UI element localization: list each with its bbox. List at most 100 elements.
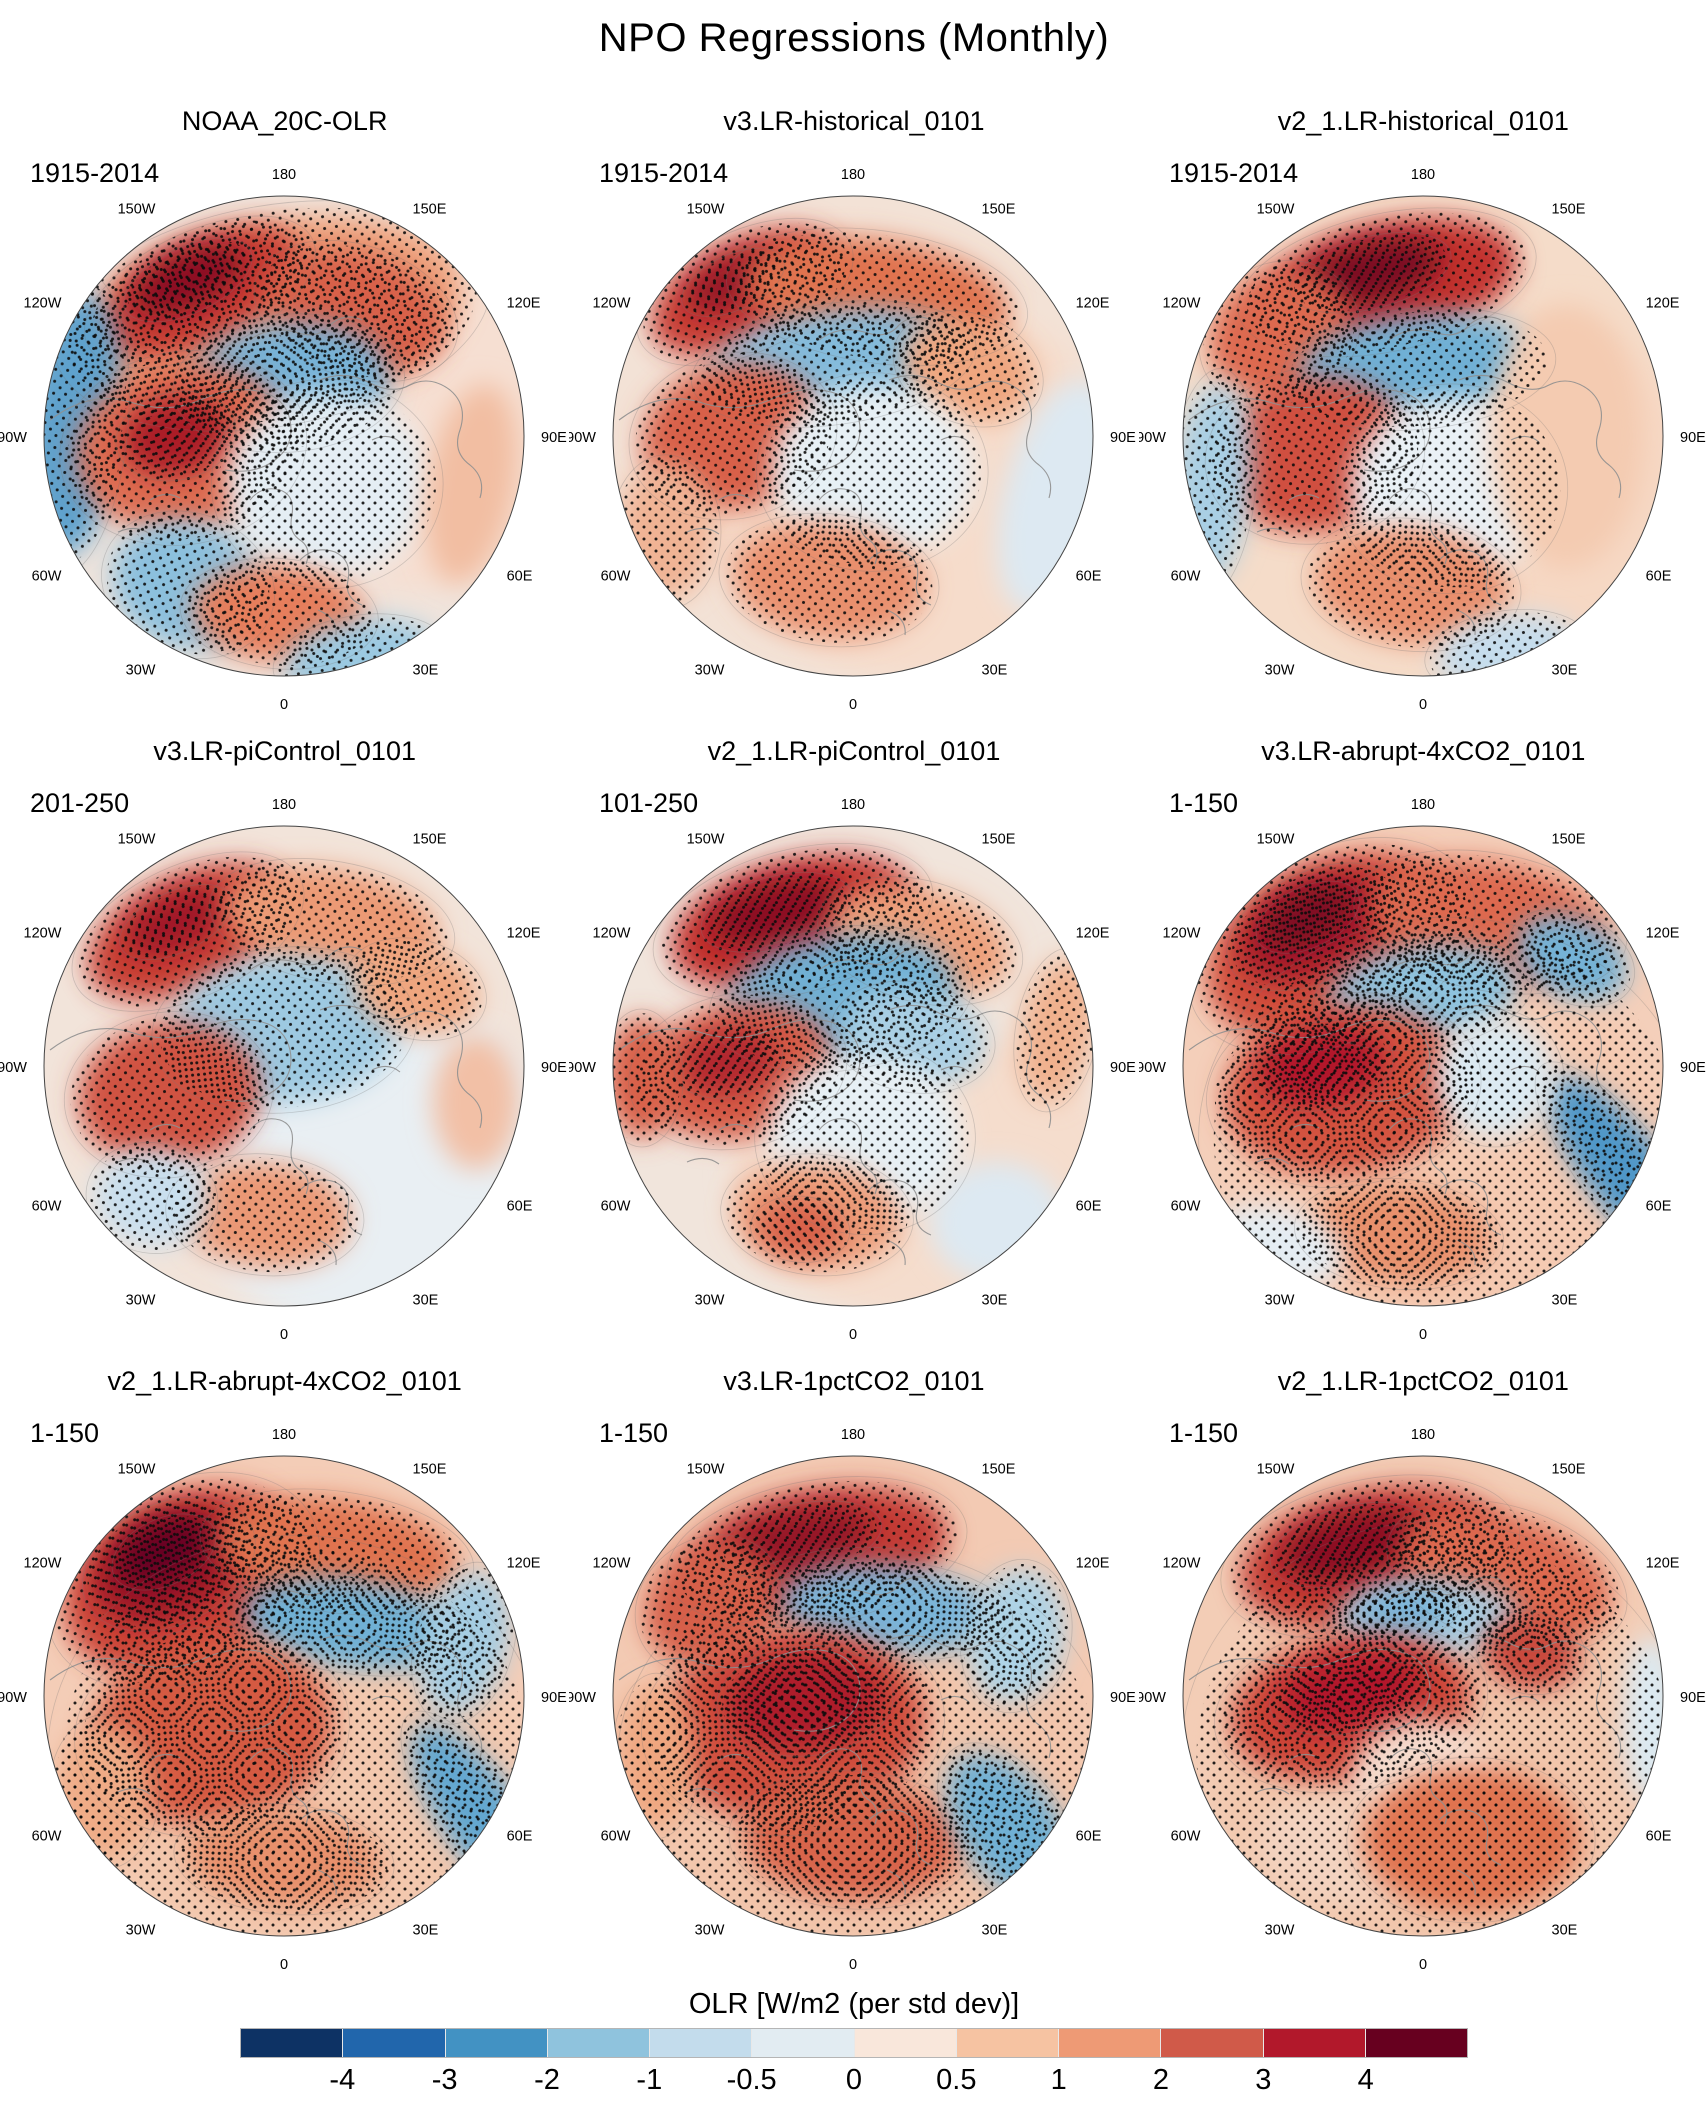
lon-label: 30W	[695, 663, 725, 679]
panel-v3-lr-1pctco2: v3.LR-1pctCO2_0101 1-150 180 150E 120E 90E 60…	[567, 1356, 1138, 1986]
colorbar-segment	[1059, 2029, 1162, 2057]
panel-v3-lr-abrupt-4xco2: v3.LR-abrupt-4xCO2_0101 1-150 180 150E 120E…	[1136, 726, 1708, 1356]
stipple-region	[115, 1516, 213, 1588]
lon-label: 60E	[1076, 1199, 1102, 1215]
lon-label: 30W	[695, 1293, 725, 1309]
panel-title: v3.LR-piControl_0101	[153, 736, 416, 766]
colorbar-segment	[854, 2029, 957, 2057]
lon-label: 30E	[982, 663, 1008, 679]
stipple-region	[1274, 1649, 1428, 1733]
colorbar-segment	[445, 2029, 548, 2057]
panel-period-label: 1915-2014	[1169, 158, 1298, 188]
lon-label: 120E	[1645, 296, 1679, 312]
lon-label: 150E	[1551, 201, 1585, 217]
stipple-region	[180, 1806, 388, 1912]
stipple-region	[171, 1157, 358, 1273]
lon-label: 150E	[982, 831, 1016, 847]
panel-title: v3.LR-1pctCO2_0101	[723, 1366, 985, 1396]
lon-label: 0	[849, 697, 857, 713]
lon-label: 0	[280, 697, 288, 713]
lon-label: 60E	[1076, 569, 1102, 585]
stipple-region	[705, 874, 848, 950]
panel-v2-1-lr-historical: v2_1.LR-historical_0101 1915-2014 180 150E…	[1136, 96, 1708, 726]
stipple-region	[70, 1016, 267, 1174]
lon-label: 30W	[695, 1923, 725, 1939]
lon-label: 90W	[0, 1690, 27, 1706]
stipple-region	[736, 1775, 970, 1905]
lon-label: 120W	[24, 926, 62, 942]
map-svg: 1-150 180 150E 120E 90E 60E 30E 0 30W 60W 90W 120W 1…	[0, 1418, 567, 1973]
map-boundary-circle	[612, 825, 1094, 1307]
stipple-region	[119, 393, 233, 479]
colorbar-tick: 3	[1255, 2064, 1272, 2096]
panel-period-label: 201-250	[30, 788, 129, 818]
stipple-region	[726, 517, 933, 643]
stipple-region	[615, 1678, 699, 1834]
map-boundary-circle	[1182, 1455, 1664, 1937]
stipple-region	[1274, 1504, 1427, 1585]
map-svg: 1915-2014 180 150E 120E 90E 60E 30E 0 30W 60W 90W 1…	[567, 158, 1137, 713]
colorbar: -4 -3 -2 -1 -0.5 0 0.5 1 2 3 4	[240, 2028, 1468, 2098]
lon-label: 90E	[1680, 1060, 1706, 1076]
colorbar-tick: 4	[1357, 2064, 1374, 2096]
stipple-region	[1255, 1023, 1389, 1109]
stipple-region	[722, 1648, 889, 1753]
stipple-region	[1479, 1613, 1583, 1693]
lon-label: 30W	[1264, 1293, 1294, 1309]
lon-label: 180	[841, 1427, 865, 1443]
map-v3-lr-historical: 1915-2014 180 150E 120E 90E 60E 30E 0 30W 60W 90W 1…	[567, 140, 1138, 726]
colorbar-segment	[547, 2029, 650, 2057]
stipple-region	[753, 1197, 848, 1261]
lon-label: 60E	[1645, 1199, 1671, 1215]
stipple-region	[1307, 521, 1514, 648]
lon-label: 90E	[1110, 1690, 1136, 1706]
lon-label: 90E	[1110, 430, 1136, 446]
map-boundary-circle	[612, 195, 1094, 677]
panel-title: v3.LR-abrupt-4xCO2_0101	[1261, 736, 1586, 766]
lon-label: 120E	[1076, 926, 1110, 942]
stipple-region	[1300, 1181, 1497, 1287]
lon-label: 120E	[1076, 1556, 1110, 1572]
map-boundary-circle	[612, 1455, 1094, 1937]
colorbar-segment	[752, 2029, 855, 2057]
colorbar-tick: -0.5	[726, 2064, 777, 2096]
lon-label: 90E	[541, 1060, 567, 1076]
lon-label: 180	[1411, 167, 1435, 183]
lon-label: 120E	[507, 1556, 541, 1572]
colorbar-segment	[956, 2029, 1059, 2057]
lon-label: 90W	[1139, 430, 1166, 446]
lon-label: 0	[280, 1327, 288, 1343]
lon-label: 150E	[982, 201, 1016, 217]
panel-period-label: 1-150	[599, 1418, 668, 1448]
lon-label: 150E	[982, 1461, 1016, 1477]
lon-label: 60E	[507, 1829, 533, 1845]
lon-label: 150W	[687, 831, 725, 847]
panel-v3-lr-picontrol: v3.LR-piControl_0101 201-250 180 150E 120E 9…	[0, 726, 569, 1356]
lon-label: 150W	[1256, 1461, 1294, 1477]
map-svg: 1-150 180 150E 120E 90E 60E 30E 0 30W 60W 90W 120W 1…	[1136, 1418, 1706, 1973]
lon-label: 0	[849, 1327, 857, 1343]
colorbar-segment	[1365, 2029, 1467, 2057]
panel-noaa-20c-olr: NOAA_20C-OLR 1915-2014 180 150E 120E 90E 60E 3…	[0, 96, 569, 726]
stipple-region	[1354, 1762, 1588, 1918]
panel-title: v3.LR-historical_0101	[723, 106, 985, 136]
lon-label: 30E	[413, 663, 439, 679]
lon-label: 90E	[1680, 430, 1706, 446]
lon-label: 0	[1419, 697, 1427, 713]
panel-v2-1-lr-1pctco2: v2_1.LR-1pctCO2_0101 1-150 180 150E 120E 90E…	[1136, 1356, 1708, 1986]
panel-period-label: 1-150	[30, 1418, 99, 1448]
stipple-region	[414, 1567, 514, 1720]
stipple-region	[218, 385, 437, 583]
lon-label: 60E	[507, 569, 533, 585]
map-svg: 1-150 180 150E 120E 90E 60E 30E 0 30W 60W 90W 120W 1…	[1136, 788, 1706, 1343]
lon-label: 60W	[32, 1829, 62, 1845]
colorbar-tick: -4	[329, 2064, 356, 2096]
lon-label: 60W	[601, 1829, 631, 1845]
lon-label: 60E	[507, 1199, 533, 1215]
panel-title: v2_1.LR-historical_0101	[1277, 106, 1569, 136]
map-boundary-circle	[43, 1455, 525, 1937]
map-v3-lr-abrupt-4xco2: 1-150 180 150E 120E 90E 60E 30E 0 30W 60W 90W 120W 1…	[1136, 770, 1708, 1356]
lon-label: 180	[841, 797, 865, 813]
lon-label: 150W	[118, 201, 156, 217]
stipple-region	[1429, 1013, 1560, 1143]
